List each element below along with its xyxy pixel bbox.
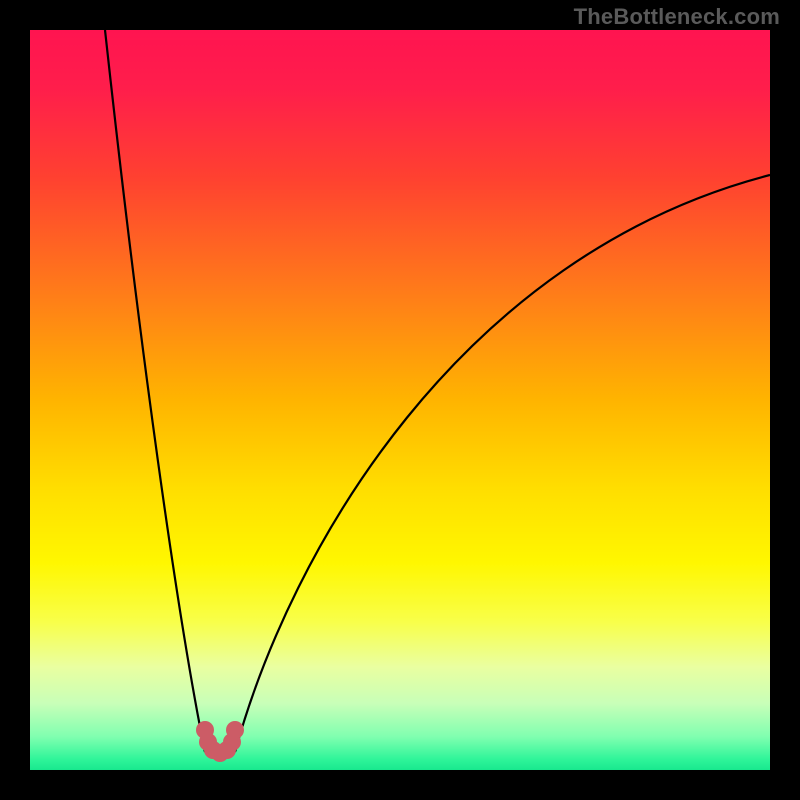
trough-point [226, 721, 244, 739]
curve-right-branch [235, 175, 770, 752]
curve-layer [30, 30, 770, 770]
trough-marker [196, 721, 244, 762]
curve-left-branch [105, 30, 205, 752]
watermark-text: TheBottleneck.com [574, 4, 780, 30]
plot-area [30, 30, 770, 770]
